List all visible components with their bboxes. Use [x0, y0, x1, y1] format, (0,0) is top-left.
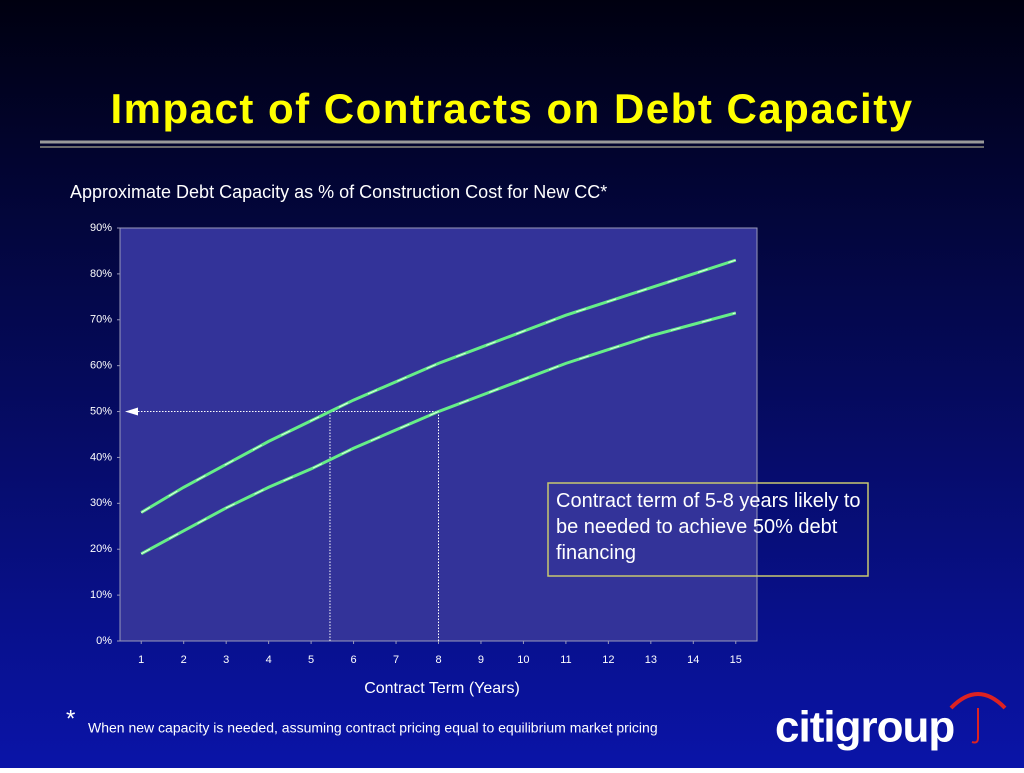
x-tick-label: 8 — [435, 654, 441, 666]
logo-umbrella — [949, 692, 1007, 710]
y-tick-label: 70% — [90, 314, 112, 326]
y-tick-label: 10% — [90, 589, 112, 601]
annotation-holder: Contract term of 5-8 years likely to be … — [556, 490, 861, 564]
x-tick-label: 13 — [645, 654, 657, 666]
x-tick-label: 11 — [560, 654, 571, 666]
x-tick-label: 9 — [478, 654, 484, 666]
y-tick-label: 60% — [90, 360, 112, 372]
x-tick-label: 12 — [602, 654, 614, 666]
slide-title: Impact of Contracts on Debt Capacity — [110, 85, 913, 132]
logo-umbrella-handle — [971, 708, 979, 744]
y-tick-label: 80% — [90, 268, 112, 280]
y-tick-label: 50% — [90, 405, 112, 417]
logo: citigroup — [775, 703, 954, 752]
chart-subtitle: Approximate Debt Capacity as % of Constr… — [70, 182, 607, 202]
y-tick-label: 30% — [90, 497, 112, 509]
x-tick-label: 5 — [308, 654, 314, 666]
x-tick-label: 2 — [181, 654, 187, 666]
footnote: When new capacity is needed, assuming co… — [88, 720, 658, 736]
plot-area — [119, 227, 758, 642]
x-tick-label: 3 — [223, 654, 229, 666]
x-axis-label: Contract Term (Years) — [364, 680, 520, 697]
line-highlight — [140, 312, 736, 555]
y-tick-label: 0% — [96, 635, 112, 647]
annotation: Contract term of 5-8 years likely to be … — [556, 490, 861, 564]
x-tick-label: 15 — [730, 654, 742, 666]
x-tick-label: 10 — [517, 654, 529, 666]
footnote-marker: * — [66, 705, 75, 732]
x-tick-label: 1 — [138, 654, 144, 666]
x-tick-label: 4 — [266, 654, 272, 666]
x-tick-label: 6 — [351, 654, 357, 666]
y-tick-label: 90% — [90, 222, 112, 234]
y-tick-label: 40% — [90, 451, 112, 463]
annotation-box — [547, 482, 869, 577]
data-line — [140, 258, 737, 514]
x-tick-label: 7 — [393, 654, 399, 666]
y-tick-label: 20% — [90, 543, 112, 555]
reference-arrow — [125, 407, 138, 416]
x-tick-label: 14 — [687, 654, 699, 666]
